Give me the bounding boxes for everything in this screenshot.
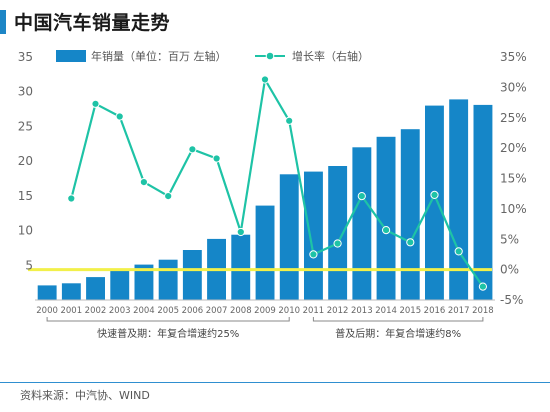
x-tick-2000: 2000 xyxy=(36,306,58,316)
bar-2002 xyxy=(86,277,105,300)
left-tick-20: 20 xyxy=(18,154,33,168)
x-tick-2006: 2006 xyxy=(182,306,204,316)
growth-point-2018 xyxy=(478,282,487,291)
x-tick-2004: 2004 xyxy=(133,306,155,316)
bar-2008 xyxy=(231,234,251,300)
bar-2001 xyxy=(61,283,81,300)
bar-2017 xyxy=(449,99,469,301)
growth-point-2014 xyxy=(382,226,391,235)
right-tick-25: 25% xyxy=(500,111,527,125)
growth-point-2013 xyxy=(357,192,366,201)
right-tick-20: 20% xyxy=(500,141,527,155)
growth-line-series xyxy=(67,75,487,291)
right-tick-10: 10% xyxy=(500,202,527,216)
x-tick-2001: 2001 xyxy=(60,306,82,316)
bar-2016 xyxy=(425,105,444,300)
chart-title: 中国汽车销量走势 xyxy=(14,12,171,34)
x-tick-2018: 2018 xyxy=(472,306,494,316)
left-tick-10: 10 xyxy=(18,224,33,238)
growth-point-2003 xyxy=(115,112,124,121)
x-tick-2015: 2015 xyxy=(399,306,421,316)
growth-point-2006 xyxy=(188,145,197,154)
growth-point-2016 xyxy=(430,190,439,199)
left-tick-35: 35 xyxy=(18,50,33,64)
growth-line-path xyxy=(70,78,484,288)
x-tick-2011: 2011 xyxy=(303,306,325,316)
right-tick-0: 0% xyxy=(500,263,519,277)
growth-point-2012 xyxy=(333,239,342,248)
x-tick-2009: 2009 xyxy=(254,306,276,316)
bar-2010 xyxy=(279,174,299,300)
bar-2000 xyxy=(37,285,57,300)
left-tick-15: 15 xyxy=(18,189,33,203)
growth-point-2009 xyxy=(260,75,270,84)
title-accent-bar xyxy=(0,10,6,34)
right-tick--5: -5% xyxy=(500,293,523,307)
x-tick-2008: 2008 xyxy=(230,306,252,316)
growth-point-2015 xyxy=(406,238,415,247)
growth-point-2002 xyxy=(91,99,100,108)
bar-2003 xyxy=(110,269,130,300)
growth-point-2010 xyxy=(285,116,294,125)
growth-point-2007 xyxy=(212,154,221,163)
legend-line-marker xyxy=(265,51,275,61)
x-tick-2013: 2013 xyxy=(351,306,373,316)
bar-2012 xyxy=(328,166,348,300)
bar-series xyxy=(37,99,493,301)
x-tick-2007: 2007 xyxy=(206,306,228,316)
x-tick-2017: 2017 xyxy=(448,306,470,316)
growth-point-2001 xyxy=(67,194,76,203)
phase-bracket-2 xyxy=(312,317,484,322)
growth-point-2011 xyxy=(309,250,318,259)
right-tick-15: 15% xyxy=(500,172,527,186)
growth-point-2008 xyxy=(236,227,245,237)
x-tick-2010: 2010 xyxy=(278,306,300,316)
left-tick-5: 5 xyxy=(25,258,33,272)
left-axis-ticks: 35 30 25 20 15 10 5 xyxy=(18,50,33,272)
bar-2006 xyxy=(182,250,202,300)
legend-bar-label: 年销量（单位：百万 左轴） xyxy=(91,49,227,63)
x-tick-2002: 2002 xyxy=(85,306,107,316)
left-tick-25: 25 xyxy=(18,119,33,133)
phase-label-1: 快速普及期：年复合增速约25% xyxy=(97,327,239,340)
x-tick-2014: 2014 xyxy=(375,306,397,316)
x-tick-2016: 2016 xyxy=(424,306,446,316)
bar-2004 xyxy=(134,264,154,300)
bar-2015 xyxy=(400,129,420,300)
legend-bar-swatch xyxy=(56,50,86,62)
source-note: 资料来源：中汽协、WIND xyxy=(20,389,150,402)
growth-point-2004 xyxy=(139,178,148,187)
right-axis-ticks: 35% 30% 25% 20% 15% 10% 5% 0% -5% xyxy=(500,50,527,307)
x-tick-2003: 2003 xyxy=(109,306,131,316)
bar-2005 xyxy=(158,259,178,300)
growth-point-2017 xyxy=(454,247,463,256)
x-axis-ticks: 2000 2001 2002 2003 2004 2005 2006 2007 2008 2009… xyxy=(35,299,495,316)
legend: 年销量（单位：百万 左轴） 增长率（右轴） xyxy=(56,49,369,63)
x-tick-2005: 2005 xyxy=(157,306,179,316)
right-tick-5: 5% xyxy=(500,232,519,246)
x-tick-2012: 2012 xyxy=(327,306,349,316)
right-tick-35: 35% xyxy=(500,50,527,64)
right-tick-30: 30% xyxy=(500,80,527,94)
legend-line-label: 增长率（右轴） xyxy=(292,49,369,63)
bar-2009 xyxy=(255,205,275,300)
bar-2013 xyxy=(352,147,372,300)
source-divider xyxy=(0,382,550,383)
phase-annotations: 快速普及期：年复合增速约25% 普及后期：年复合增速约8% xyxy=(46,317,484,340)
phase-label-2: 普及后期：年复合增速约8% xyxy=(335,327,461,340)
left-tick-30: 30 xyxy=(18,85,33,99)
bar-2014 xyxy=(376,136,396,300)
phase-bracket-1 xyxy=(46,317,290,322)
bar-2011 xyxy=(304,171,323,300)
growth-point-2005 xyxy=(164,192,173,201)
bar-2018 xyxy=(473,104,493,301)
